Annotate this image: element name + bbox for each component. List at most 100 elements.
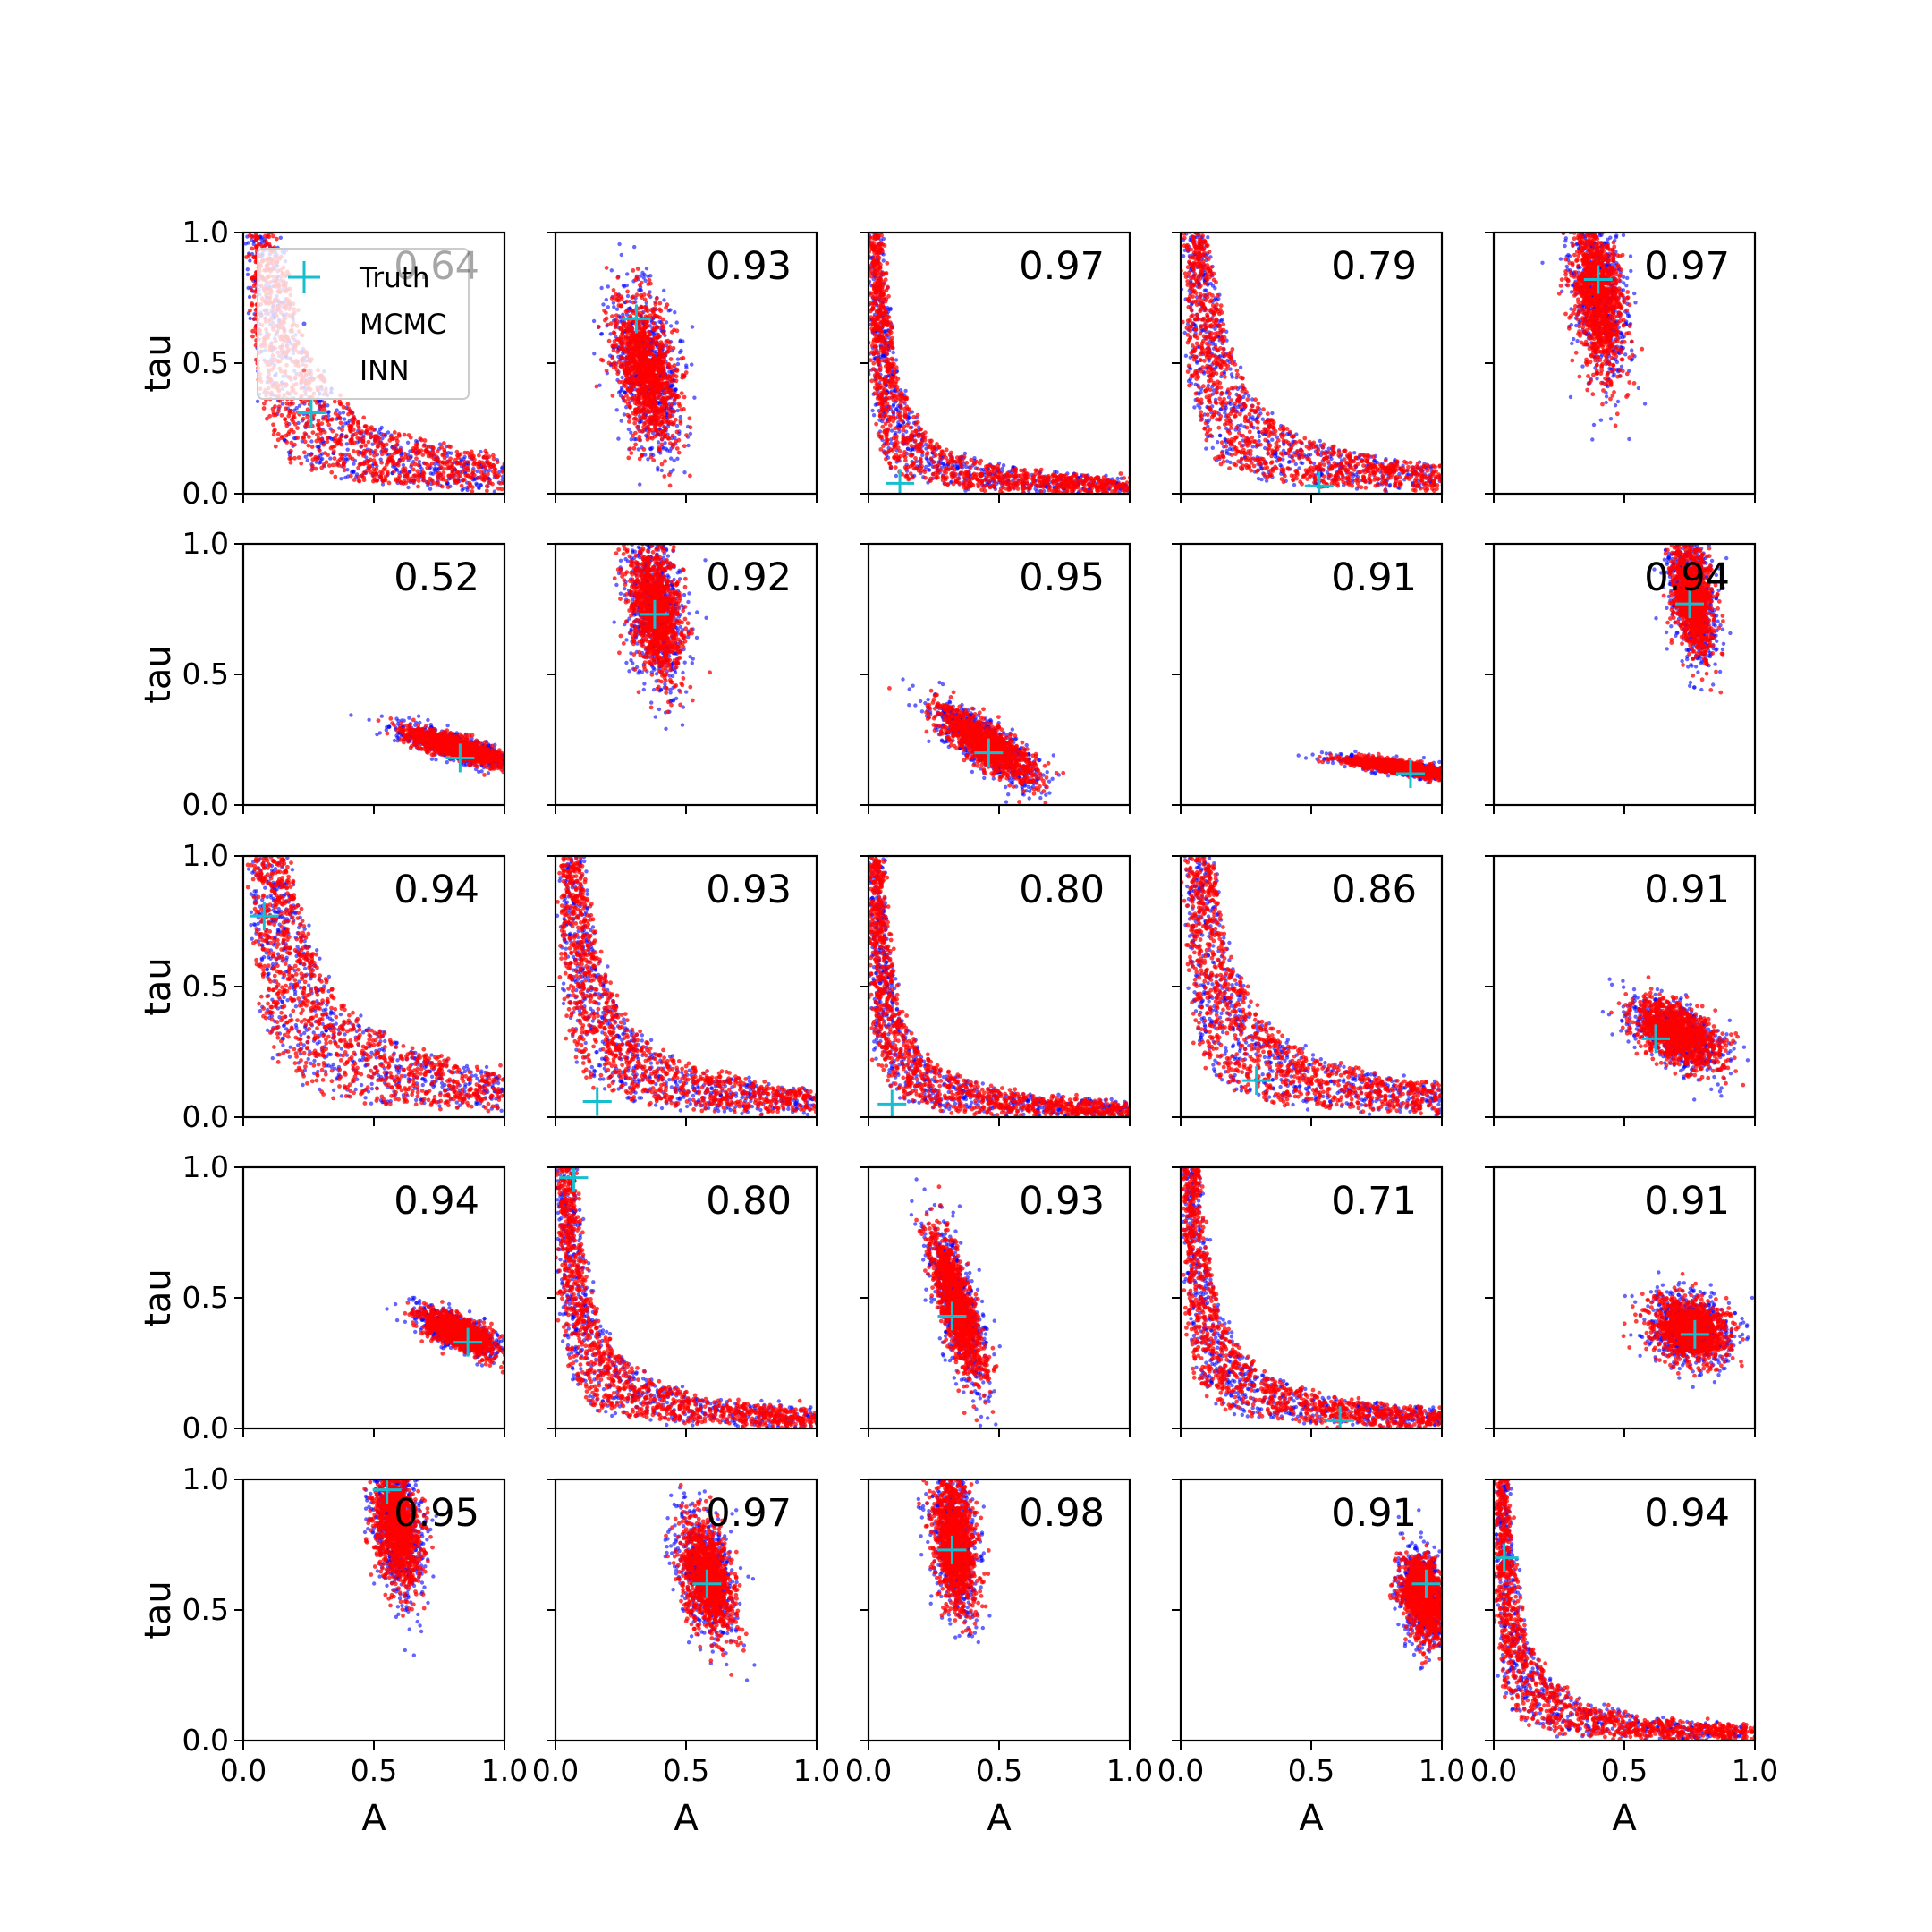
inn-point — [252, 234, 257, 240]
inn-point — [313, 456, 318, 462]
inn-point — [416, 484, 420, 489]
inn-point — [663, 400, 667, 405]
inn-point — [627, 414, 632, 419]
inn-point — [485, 455, 490, 461]
inn-point — [769, 479, 774, 484]
inn-point — [594, 384, 599, 389]
inn-point — [991, 469, 996, 473]
inn-point — [441, 441, 446, 445]
inn-point — [786, 483, 791, 487]
mcmc-point — [497, 470, 502, 474]
inn-point — [646, 282, 651, 286]
inn-point — [658, 406, 664, 411]
mcmc-point — [881, 121, 885, 124]
inn-point — [339, 455, 344, 461]
inn-point — [648, 454, 654, 460]
inn-point — [630, 396, 635, 401]
inn-point — [1010, 468, 1015, 472]
inn-point — [637, 355, 641, 360]
mcmc-point — [255, 24, 258, 28]
inn-point — [632, 420, 638, 426]
legend-dot-marker — [301, 321, 307, 326]
inn-point — [651, 320, 657, 326]
inn-point — [366, 439, 371, 445]
inn-point — [650, 399, 656, 403]
mcmc-point — [318, 460, 323, 465]
inn-point — [470, 485, 475, 490]
inn-point — [361, 478, 367, 483]
inn-point — [317, 448, 322, 453]
inn-point — [631, 310, 636, 316]
inn-point — [314, 438, 319, 444]
inn-point — [700, 483, 705, 487]
inn-point — [378, 475, 384, 479]
mcmc-point — [883, 329, 887, 334]
inn-point — [869, 127, 874, 131]
inn-point — [883, 421, 888, 427]
inn-point — [996, 475, 1001, 480]
inn-point — [959, 463, 963, 469]
inn-point — [402, 432, 407, 437]
inn-point — [639, 379, 644, 384]
inn-point — [429, 454, 434, 459]
inn-point — [420, 453, 426, 457]
inn-point — [635, 267, 640, 271]
y-axis-title: tau — [138, 334, 179, 393]
inn-point — [665, 395, 670, 400]
mcmc-point — [428, 487, 433, 491]
mcmc-point — [248, 316, 252, 321]
mcmc-point — [599, 285, 604, 291]
inn-point — [318, 428, 324, 433]
inn-point — [345, 402, 351, 407]
mcmc-point — [379, 425, 384, 430]
inn-point — [360, 451, 366, 456]
inn-point — [435, 449, 440, 454]
inn-point — [944, 447, 949, 453]
inn-point — [620, 332, 624, 336]
inn-point — [248, 308, 252, 313]
inn-point — [614, 292, 618, 297]
mcmc-point — [258, 199, 261, 202]
inn-point — [655, 358, 660, 363]
mcmc-point — [303, 454, 308, 459]
inn-point — [255, 172, 259, 176]
inn-point — [928, 456, 934, 461]
inn-point — [322, 429, 327, 435]
inn-point — [653, 313, 657, 318]
inn-point — [450, 462, 455, 467]
mcmc-point — [556, 470, 560, 474]
inn-point — [319, 421, 325, 426]
inn-point — [365, 461, 369, 466]
mcmc-point — [538, 469, 542, 472]
inn-point — [642, 341, 648, 346]
inn-point — [250, 4, 255, 8]
inn-point — [1146, 491, 1150, 496]
inn-point — [648, 388, 653, 394]
mcmc-point — [644, 267, 649, 271]
mcmc-point — [894, 406, 899, 411]
inn-point — [652, 421, 657, 427]
inn-point — [637, 392, 642, 396]
inn-point — [279, 412, 284, 418]
inn-point — [470, 489, 475, 494]
inn-point — [645, 309, 650, 314]
inn-point — [271, 233, 275, 239]
inn-point — [316, 419, 321, 423]
inn-point — [379, 452, 385, 457]
inn-point — [283, 417, 288, 421]
inn-point — [606, 338, 612, 343]
inn-point — [386, 471, 390, 476]
mcmc-point — [875, 152, 878, 156]
inn-point — [658, 309, 664, 314]
inn-point — [495, 460, 500, 465]
inn-point — [645, 384, 650, 389]
inn-point — [409, 462, 414, 468]
mcmc-point — [675, 408, 680, 413]
inn-point — [879, 407, 885, 412]
mcmc-point — [673, 310, 677, 315]
mcmc-point — [617, 242, 622, 247]
inn-point — [342, 462, 346, 467]
inn-point — [303, 424, 308, 428]
inn-point — [611, 288, 616, 292]
